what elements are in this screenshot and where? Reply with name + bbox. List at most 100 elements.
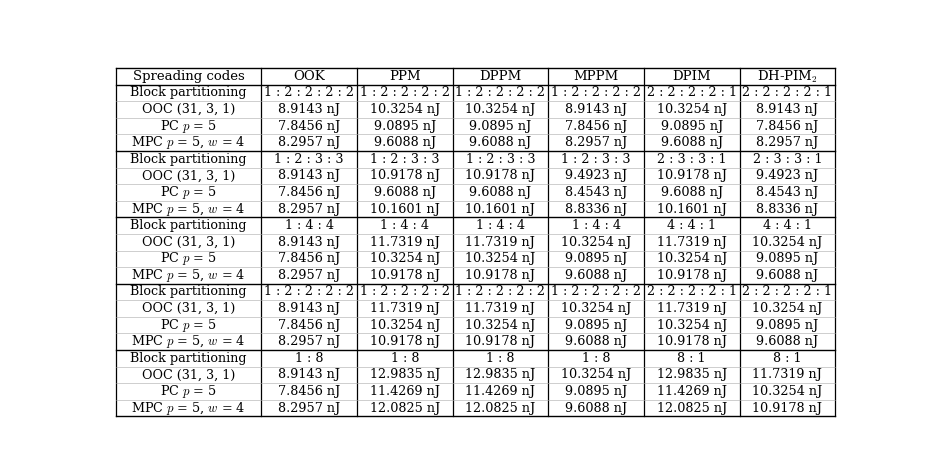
Text: 9.6088 nJ: 9.6088 nJ	[565, 335, 627, 348]
Text: 11.7319 nJ: 11.7319 nJ	[465, 302, 535, 315]
Text: 9.4923 nJ: 9.4923 nJ	[756, 169, 818, 182]
Text: 11.7319 nJ: 11.7319 nJ	[656, 302, 726, 315]
Text: 2 : 2 : 2 : 2 : 1: 2 : 2 : 2 : 2 : 1	[646, 87, 736, 99]
Text: 1 : 2 : 2 : 2 : 2: 1 : 2 : 2 : 2 : 2	[264, 87, 354, 99]
Text: 8.4543 nJ: 8.4543 nJ	[565, 186, 627, 199]
Text: 8.4543 nJ: 8.4543 nJ	[756, 186, 818, 199]
Text: 8.8336 nJ: 8.8336 nJ	[565, 203, 627, 216]
Text: 10.9178 nJ: 10.9178 nJ	[369, 269, 439, 282]
Text: OOC (31, 3, 1): OOC (31, 3, 1)	[142, 302, 235, 315]
Text: MPC $p$ = 5, $w$ = 4: MPC $p$ = 5, $w$ = 4	[132, 267, 246, 284]
Text: 1 : 2 : 3 : 3: 1 : 2 : 3 : 3	[561, 153, 630, 166]
Text: 9.6088 nJ: 9.6088 nJ	[660, 186, 722, 199]
Text: 8.2957 nJ: 8.2957 nJ	[756, 136, 818, 149]
Text: 12.0825 nJ: 12.0825 nJ	[464, 402, 535, 415]
Text: DPPM: DPPM	[478, 70, 521, 83]
Text: 1 : 2 : 3 : 3: 1 : 2 : 3 : 3	[465, 153, 535, 166]
Text: Spreading codes: Spreading codes	[133, 70, 244, 83]
Text: 7.8456 nJ: 7.8456 nJ	[278, 385, 340, 398]
Text: 8.9143 nJ: 8.9143 nJ	[278, 302, 339, 315]
Text: 9.0895 nJ: 9.0895 nJ	[565, 252, 627, 265]
Text: 10.3254 nJ: 10.3254 nJ	[369, 103, 439, 116]
Text: 9.6088 nJ: 9.6088 nJ	[374, 186, 436, 199]
Text: 2 : 3 : 3 : 1: 2 : 3 : 3 : 1	[656, 153, 726, 166]
Text: 8.2957 nJ: 8.2957 nJ	[278, 203, 340, 216]
Text: Block partitioning: Block partitioning	[131, 286, 247, 298]
Text: 10.9178 nJ: 10.9178 nJ	[369, 169, 439, 182]
Text: 10.9178 nJ: 10.9178 nJ	[656, 169, 726, 182]
Text: 8.2957 nJ: 8.2957 nJ	[278, 136, 340, 149]
Text: Block partitioning: Block partitioning	[131, 219, 247, 232]
Text: 11.4269 nJ: 11.4269 nJ	[369, 385, 439, 398]
Text: 8.9143 nJ: 8.9143 nJ	[278, 103, 339, 116]
Text: 8.2957 nJ: 8.2957 nJ	[278, 402, 340, 415]
Text: 1 : 8: 1 : 8	[295, 352, 323, 365]
Text: 10.3254 nJ: 10.3254 nJ	[369, 252, 439, 265]
Text: 2 : 2 : 2 : 2 : 1: 2 : 2 : 2 : 2 : 1	[646, 286, 736, 298]
Text: 7.8456 nJ: 7.8456 nJ	[278, 186, 340, 199]
Text: 10.9178 nJ: 10.9178 nJ	[656, 335, 726, 348]
Text: MPPM: MPPM	[573, 70, 618, 83]
Text: 10.3254 nJ: 10.3254 nJ	[752, 385, 821, 398]
Text: PC $p$ = 5: PC $p$ = 5	[160, 184, 217, 201]
Text: 1 : 2 : 3 : 3: 1 : 2 : 3 : 3	[274, 153, 344, 166]
Text: 1 : 2 : 2 : 2 : 2: 1 : 2 : 2 : 2 : 2	[455, 286, 545, 298]
Text: 2 : 3 : 3 : 1: 2 : 3 : 3 : 1	[752, 153, 821, 166]
Text: MPC $p$ = 5, $w$ = 4: MPC $p$ = 5, $w$ = 4	[132, 333, 246, 350]
Text: 8.9143 nJ: 8.9143 nJ	[565, 103, 627, 116]
Text: 12.9835 nJ: 12.9835 nJ	[464, 368, 535, 381]
Text: 9.0895 nJ: 9.0895 nJ	[374, 119, 436, 133]
Text: 11.4269 nJ: 11.4269 nJ	[465, 385, 535, 398]
Text: 8.2957 nJ: 8.2957 nJ	[278, 335, 340, 348]
Text: 10.1601 nJ: 10.1601 nJ	[465, 203, 535, 216]
Text: 1 : 4 : 4: 1 : 4 : 4	[285, 219, 333, 232]
Text: 9.0895 nJ: 9.0895 nJ	[756, 252, 818, 265]
Text: 7.8456 nJ: 7.8456 nJ	[278, 119, 340, 133]
Text: MPC $p$ = 5, $w$ = 4: MPC $p$ = 5, $w$ = 4	[132, 200, 246, 218]
Text: Block partitioning: Block partitioning	[131, 352, 247, 365]
Text: 11.4269 nJ: 11.4269 nJ	[656, 385, 726, 398]
Text: 1 : 2 : 2 : 2 : 2: 1 : 2 : 2 : 2 : 2	[360, 286, 450, 298]
Text: 11.7319 nJ: 11.7319 nJ	[370, 236, 439, 249]
Text: PC $p$ = 5: PC $p$ = 5	[160, 118, 217, 135]
Text: 8 : 1: 8 : 1	[772, 352, 801, 365]
Text: 10.9178 nJ: 10.9178 nJ	[656, 269, 726, 282]
Text: 9.6088 nJ: 9.6088 nJ	[565, 402, 627, 415]
Text: 7.8456 nJ: 7.8456 nJ	[278, 252, 340, 265]
Text: 1 : 8: 1 : 8	[390, 352, 419, 365]
Text: PC $p$ = 5: PC $p$ = 5	[160, 383, 217, 400]
Text: 1 : 2 : 2 : 2 : 2: 1 : 2 : 2 : 2 : 2	[455, 87, 545, 99]
Text: OOC (31, 3, 1): OOC (31, 3, 1)	[142, 103, 235, 116]
Text: 11.7319 nJ: 11.7319 nJ	[465, 236, 535, 249]
Text: 2 : 2 : 2 : 2 : 1: 2 : 2 : 2 : 2 : 1	[742, 87, 832, 99]
Text: 12.9835 nJ: 12.9835 nJ	[369, 368, 439, 381]
Text: 8.9143 nJ: 8.9143 nJ	[278, 236, 339, 249]
Text: 8.9143 nJ: 8.9143 nJ	[278, 169, 339, 182]
Text: 10.9178 nJ: 10.9178 nJ	[465, 335, 535, 348]
Text: MPC $p$ = 5, $w$ = 4: MPC $p$ = 5, $w$ = 4	[132, 134, 246, 151]
Text: 1 : 2 : 3 : 3: 1 : 2 : 3 : 3	[370, 153, 439, 166]
Text: 4 : 4 : 1: 4 : 4 : 1	[667, 219, 716, 232]
Text: 7.8456 nJ: 7.8456 nJ	[278, 318, 340, 332]
Text: Block partitioning: Block partitioning	[131, 87, 247, 99]
Text: PC $p$ = 5: PC $p$ = 5	[160, 250, 217, 268]
Text: 9.6088 nJ: 9.6088 nJ	[469, 136, 531, 149]
Text: 10.9178 nJ: 10.9178 nJ	[465, 269, 535, 282]
Text: 11.7319 nJ: 11.7319 nJ	[752, 368, 821, 381]
Text: 10.3254 nJ: 10.3254 nJ	[656, 318, 726, 332]
Text: 10.3254 nJ: 10.3254 nJ	[464, 252, 535, 265]
Text: DPIM: DPIM	[672, 70, 710, 83]
Text: 10.3254 nJ: 10.3254 nJ	[560, 368, 630, 381]
Text: 12.0825 nJ: 12.0825 nJ	[656, 402, 726, 415]
Text: 9.6088 nJ: 9.6088 nJ	[374, 136, 436, 149]
Text: 8.8336 nJ: 8.8336 nJ	[756, 203, 818, 216]
Text: 8.9143 nJ: 8.9143 nJ	[278, 368, 339, 381]
Text: 10.3254 nJ: 10.3254 nJ	[560, 236, 630, 249]
Text: OOK: OOK	[293, 70, 324, 83]
Text: 10.3254 nJ: 10.3254 nJ	[464, 318, 535, 332]
Text: 7.8456 nJ: 7.8456 nJ	[565, 119, 627, 133]
Text: 2 : 2 : 2 : 2 : 1: 2 : 2 : 2 : 2 : 1	[742, 286, 832, 298]
Text: 1 : 2 : 2 : 2 : 2: 1 : 2 : 2 : 2 : 2	[551, 286, 641, 298]
Text: 1 : 2 : 2 : 2 : 2: 1 : 2 : 2 : 2 : 2	[264, 286, 354, 298]
Text: 1 : 4 : 4: 1 : 4 : 4	[476, 219, 525, 232]
